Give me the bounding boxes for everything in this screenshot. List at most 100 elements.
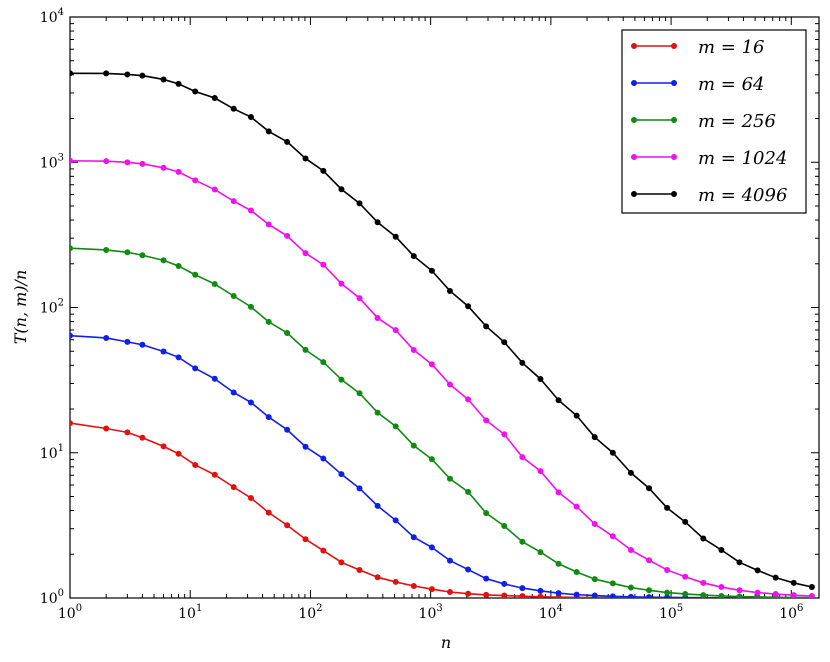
data-point xyxy=(302,250,309,257)
data-point xyxy=(211,186,218,193)
legend-swatch-marker xyxy=(631,43,637,49)
data-point xyxy=(265,509,272,516)
data-point xyxy=(537,468,544,475)
data-point xyxy=(664,594,671,598)
data-point xyxy=(537,587,544,594)
data-point xyxy=(428,267,435,274)
data-point xyxy=(646,594,653,598)
data-point xyxy=(700,592,707,598)
data-point xyxy=(700,535,707,542)
data-point xyxy=(446,381,453,388)
data-point xyxy=(192,177,199,184)
data-point xyxy=(192,365,199,372)
data-point xyxy=(139,252,146,259)
data-point xyxy=(537,375,544,382)
data-point xyxy=(230,484,237,491)
data-point xyxy=(302,346,309,353)
series-m-4096 xyxy=(70,70,815,591)
y-tick-label: 101 xyxy=(40,443,64,462)
data-point xyxy=(374,409,381,416)
data-point xyxy=(519,585,526,592)
data-point xyxy=(808,593,815,598)
data-point xyxy=(682,590,689,597)
data-point xyxy=(573,569,580,576)
data-point xyxy=(483,575,490,582)
data-point xyxy=(519,538,526,545)
data-point xyxy=(247,207,254,214)
data-point xyxy=(646,557,653,564)
data-point xyxy=(392,233,399,240)
data-point xyxy=(609,533,616,540)
data-point xyxy=(320,167,327,174)
y-axis-label: T(n, m)/n xyxy=(11,270,30,345)
legend-swatch-marker xyxy=(631,154,637,160)
data-point xyxy=(70,332,73,339)
data-point xyxy=(103,334,110,341)
series-m-16 xyxy=(70,420,815,598)
data-point xyxy=(410,582,417,589)
data-point xyxy=(664,504,671,511)
data-point xyxy=(519,359,526,366)
data-point xyxy=(483,323,490,330)
data-point xyxy=(682,573,689,580)
legend-label: m = 1024 xyxy=(698,148,787,169)
data-point xyxy=(175,354,182,361)
legend-swatch-marker xyxy=(671,154,677,160)
data-point xyxy=(609,449,616,456)
data-point xyxy=(230,105,237,112)
data-point xyxy=(772,574,779,581)
legend-item: m = 4096 xyxy=(631,185,787,206)
data-point xyxy=(646,587,653,594)
legend-item: m = 64 xyxy=(631,74,765,95)
data-point xyxy=(736,559,743,566)
data-point xyxy=(211,95,218,102)
data-point xyxy=(410,253,417,260)
data-point xyxy=(501,592,508,598)
data-point xyxy=(320,455,327,462)
y-tick-label: 102 xyxy=(40,298,64,317)
data-point xyxy=(537,593,544,598)
data-point xyxy=(392,578,399,585)
data-point xyxy=(627,584,634,591)
data-point xyxy=(265,414,272,421)
data-point xyxy=(736,587,743,594)
data-point xyxy=(124,249,131,256)
data-point xyxy=(160,164,167,171)
data-point xyxy=(446,557,453,564)
data-point xyxy=(483,510,490,517)
data-point xyxy=(139,341,146,348)
x-axis-label: n xyxy=(441,633,451,652)
data-point xyxy=(573,412,580,419)
data-point xyxy=(175,168,182,175)
data-point xyxy=(374,502,381,509)
major-ticks xyxy=(69,16,819,599)
data-point xyxy=(555,489,562,496)
data-point xyxy=(646,485,653,492)
y-tick-labels: 100 101 102 103 104 xyxy=(40,7,64,607)
data-point xyxy=(247,303,254,310)
data-point xyxy=(392,517,399,524)
y-tick-label: 103 xyxy=(40,152,64,171)
data-point xyxy=(356,390,363,397)
x-tick-label: 105 xyxy=(659,603,683,622)
data-point xyxy=(392,423,399,430)
data-point xyxy=(627,547,634,554)
legend-label: m = 4096 xyxy=(698,185,787,206)
data-point xyxy=(175,80,182,87)
data-point xyxy=(808,584,815,591)
data-point xyxy=(664,589,671,596)
x-tick-label: 104 xyxy=(539,603,563,622)
data-point xyxy=(591,521,598,528)
plot-area xyxy=(69,16,820,599)
series-line xyxy=(70,159,812,597)
data-point xyxy=(192,271,199,278)
data-point xyxy=(428,456,435,463)
data-point xyxy=(103,425,110,432)
data-point xyxy=(501,580,508,587)
data-point xyxy=(284,138,291,145)
data-point xyxy=(483,591,490,598)
legend-item: m = 256 xyxy=(631,111,776,132)
data-point xyxy=(356,566,363,573)
data-point xyxy=(790,592,797,598)
data-point xyxy=(446,588,453,595)
